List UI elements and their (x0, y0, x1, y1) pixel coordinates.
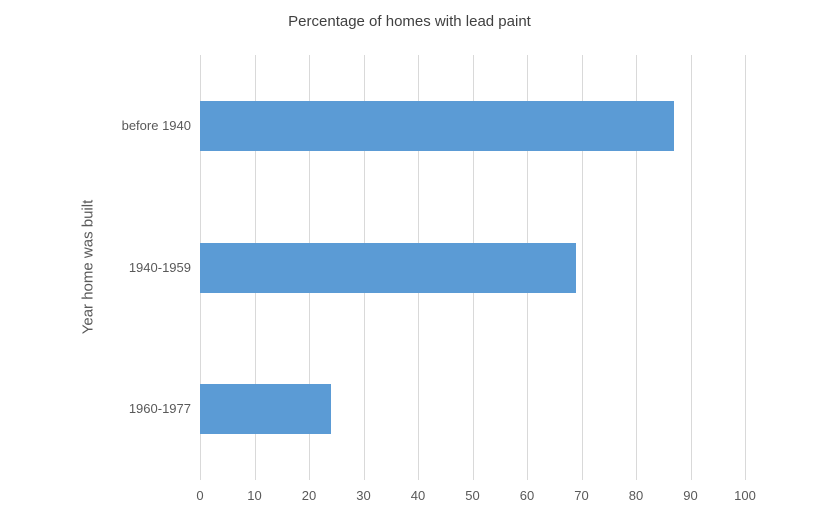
plot-area (200, 55, 746, 480)
x-tick-label-50: 50 (465, 488, 480, 503)
x-tick-label-0: 0 (196, 488, 204, 503)
gridline-90 (690, 55, 692, 480)
x-tick-label-40: 40 (410, 488, 426, 503)
category-label-1960-1977: 1960-1977 (128, 401, 191, 417)
x-tick-label-30: 30 (356, 488, 371, 503)
category-label-1940-1959: 1940-1959 (128, 259, 191, 275)
bar-1940-1959 (200, 242, 577, 293)
bar-before-1940 (200, 100, 675, 151)
gridline-100 (745, 55, 746, 480)
x-tick-label-60: 60 (519, 488, 535, 503)
bar-1960-1977 (200, 384, 331, 435)
x-tick-label-70: 70 (574, 488, 589, 503)
x-tick-label-10: 10 (247, 488, 262, 503)
category-label-before-1940: before 1940 (121, 117, 191, 133)
chart-title: Percentage of homes with lead paint (288, 13, 531, 30)
x-tick-label-100: 100 (734, 488, 756, 503)
gridline-70 (581, 55, 583, 480)
x-tick-label-90: 90 (683, 488, 698, 503)
x-tick-label-80: 80 (628, 488, 644, 503)
gridline-80 (636, 55, 637, 480)
x-tick-label-20: 20 (301, 488, 317, 503)
